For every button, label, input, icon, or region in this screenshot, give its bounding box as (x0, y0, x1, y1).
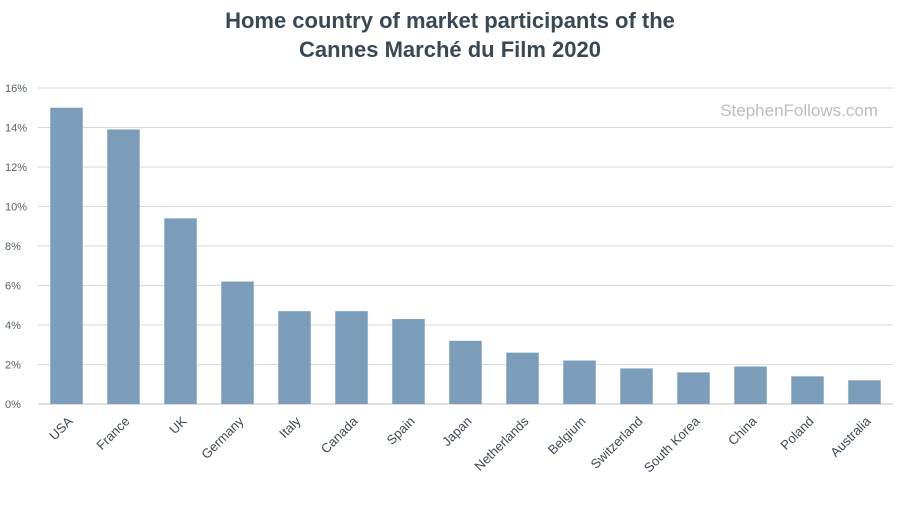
y-tick-label: 16% (5, 83, 27, 95)
x-tick-label: France (93, 414, 132, 453)
bar-belgium (563, 360, 596, 404)
x-tick-label: Netherlands (471, 413, 532, 474)
bars (50, 107, 881, 404)
y-tick-label: 14% (5, 123, 27, 135)
x-tick-label: South Korea (641, 413, 703, 475)
x-tick-label: China (725, 413, 760, 448)
x-tick-label: Switzerland (587, 414, 645, 472)
y-tick-label: 10% (5, 202, 27, 214)
bar-france (107, 129, 140, 404)
y-tick-label: 6% (5, 281, 21, 293)
x-tick-label: Spain (384, 414, 418, 448)
chart-title: Home country of market participants of t… (0, 6, 900, 64)
x-tick-label: Germany (198, 413, 247, 462)
x-tick-label: Japan (439, 414, 475, 450)
y-tick-label: 0% (5, 399, 21, 411)
x-axis-ticks: USA France UK Germany Italy Canada Spain JapanN… (46, 413, 874, 475)
bar-uk (164, 218, 197, 404)
bar-italy (278, 311, 311, 404)
bar-poland (791, 376, 824, 404)
x-tick-label: Poland (777, 414, 816, 453)
y-tick-label: 12% (5, 162, 27, 174)
x-tick-label: Belgium (545, 414, 589, 458)
bar-japan (449, 340, 482, 404)
y-axis-ticks: 0% 2% 4% 6% 8% 10% 12% 14% 16% (5, 83, 27, 411)
bar-canada (335, 311, 368, 404)
x-tick-label: UK (166, 413, 190, 437)
bar-netherlands (506, 352, 539, 404)
y-tick-label: 2% (5, 360, 21, 372)
bar-australia (848, 380, 881, 404)
watermark-text: StephenFollows.com (720, 101, 878, 120)
chart-title-line-1: Home country of market participants of t… (225, 8, 675, 33)
chart-title-line-2: Cannes Marché du Film 2020 (299, 37, 601, 62)
y-tick-label: 4% (5, 320, 21, 332)
bar-switzerland (620, 368, 653, 404)
bar-spain (392, 319, 425, 404)
bar-south-korea (677, 372, 710, 404)
bar-usa (50, 107, 83, 404)
bar-china (734, 366, 767, 404)
x-tick-label: USA (46, 413, 76, 443)
x-tick-label: Italy (276, 413, 304, 441)
y-tick-label: 8% (5, 241, 21, 253)
bar-germany (221, 281, 254, 404)
x-tick-label: Australia (827, 413, 874, 460)
x-tick-label: Canada (318, 413, 361, 456)
